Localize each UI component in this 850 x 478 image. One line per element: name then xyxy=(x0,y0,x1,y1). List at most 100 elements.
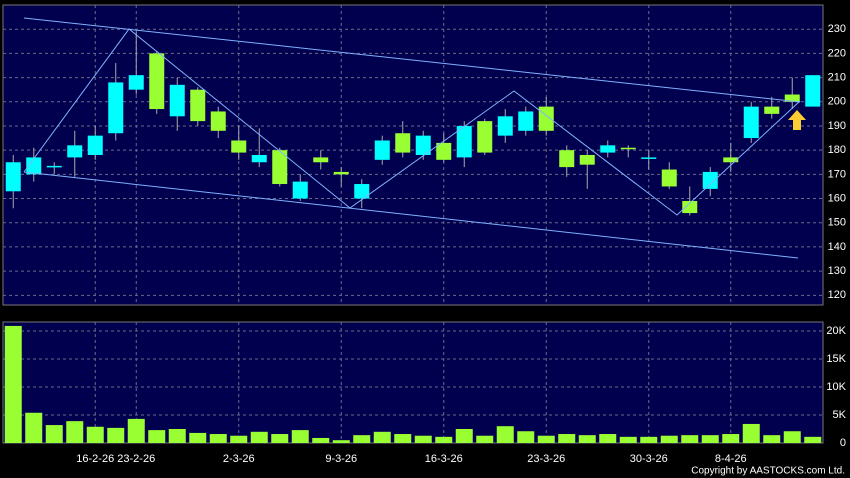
candle-body xyxy=(764,106,780,114)
volume-bar xyxy=(312,437,330,443)
candle-body xyxy=(620,147,636,150)
y-tick-label: 10K xyxy=(826,381,846,393)
candle-body xyxy=(456,125,472,158)
volume-bar xyxy=(394,434,412,443)
candle-body xyxy=(743,106,759,139)
volume-bar xyxy=(209,434,227,443)
x-tick-label: 2-3-26 xyxy=(223,453,255,465)
volume-bar xyxy=(599,434,617,443)
volume-bar xyxy=(496,426,514,443)
candle-body xyxy=(518,111,534,131)
copyright: Copyright by AASTOCKS.com Ltd. xyxy=(691,466,845,477)
candle-body xyxy=(415,135,431,155)
volume-bar xyxy=(414,435,432,443)
volume-bar xyxy=(435,436,453,443)
volume-bar xyxy=(45,425,63,443)
volume-bar xyxy=(86,426,104,443)
volume-bar xyxy=(373,431,391,443)
volume-bar xyxy=(107,427,125,443)
volume-bar xyxy=(681,435,699,443)
volume-bar xyxy=(25,412,43,443)
candle-body xyxy=(477,121,493,153)
x-tick-label: 23-3-26 xyxy=(527,453,565,465)
volume-bar xyxy=(168,428,186,443)
y-tick-label: 220 xyxy=(828,47,846,59)
y-tick-label: 180 xyxy=(828,144,846,156)
y-tick-label: 20K xyxy=(826,325,846,337)
volume-bar xyxy=(148,430,166,443)
candle-body xyxy=(661,169,677,187)
volume-bar xyxy=(619,436,637,443)
candle-body xyxy=(169,84,185,117)
volume-bar xyxy=(189,432,207,443)
candle-body xyxy=(538,106,554,131)
price-panel xyxy=(2,4,824,306)
volume-bar xyxy=(250,431,268,443)
y-tick-label: 210 xyxy=(828,71,846,83)
volume-bar xyxy=(127,418,145,443)
volume-bar xyxy=(578,435,596,443)
volume-bar xyxy=(537,435,555,443)
volume-bar xyxy=(783,431,801,443)
y-tick-label: 170 xyxy=(828,168,846,180)
candle-body xyxy=(436,142,452,160)
volume-bar xyxy=(230,435,248,443)
candle-body xyxy=(395,133,411,153)
y-tick-label: 160 xyxy=(828,192,846,204)
volume-bar xyxy=(455,428,473,443)
y-tick-label: 140 xyxy=(828,241,846,253)
x-tick-label: 8-4-26 xyxy=(715,453,747,465)
candle-body xyxy=(26,157,42,175)
y-tick-label: 130 xyxy=(828,265,846,277)
candle-body xyxy=(190,89,206,122)
volume-bar xyxy=(476,435,494,443)
candle-body xyxy=(600,145,616,153)
x-tick-label: 16-3-26 xyxy=(425,453,463,465)
y-tick-label: 120 xyxy=(828,289,846,301)
candle-body xyxy=(5,162,21,192)
candle-body xyxy=(702,171,718,189)
volume-bar xyxy=(4,325,22,443)
volume-bar xyxy=(640,436,658,443)
candle-body xyxy=(641,157,657,159)
volume-bar xyxy=(742,423,760,443)
candle-body xyxy=(723,157,739,163)
trend-lines xyxy=(23,17,806,259)
candle-body xyxy=(497,116,513,136)
x-tick-label: 23-2-26 xyxy=(117,453,155,465)
volume-bar xyxy=(332,440,350,443)
candle-body xyxy=(108,82,124,134)
volume-bar xyxy=(660,435,678,443)
x-tick-label: 9-3-26 xyxy=(325,453,357,465)
y-tick-label: 200 xyxy=(828,96,846,108)
candle-body xyxy=(272,150,288,185)
zigzag xyxy=(23,28,801,216)
candle-body xyxy=(67,145,83,158)
candle-body xyxy=(313,157,329,163)
volume-bar xyxy=(517,431,535,443)
candle-body xyxy=(87,135,103,155)
volume-bar xyxy=(701,435,719,443)
candle-body xyxy=(292,181,308,199)
candle-body xyxy=(333,171,349,175)
candle-body xyxy=(784,94,800,102)
volume-bar xyxy=(66,421,84,443)
candle-body xyxy=(805,75,821,107)
y-tick-label: 230 xyxy=(828,23,846,35)
candle-body xyxy=(149,53,165,110)
x-tick-label: 16-2-26 xyxy=(76,453,114,465)
candle-body xyxy=(210,111,226,131)
candle-body xyxy=(46,165,62,168)
candle-body xyxy=(128,75,144,90)
y-tick-label: 0 xyxy=(840,437,846,449)
volume-bar xyxy=(353,435,371,443)
candle-body xyxy=(682,200,698,214)
y-tick-label: 15K xyxy=(826,353,846,365)
candle-body xyxy=(559,150,575,168)
x-tick-label: 30-3-26 xyxy=(630,453,668,465)
candle-body xyxy=(374,140,390,160)
volume-bar xyxy=(804,436,822,443)
candle-body xyxy=(354,184,370,199)
candle-body xyxy=(231,140,247,153)
